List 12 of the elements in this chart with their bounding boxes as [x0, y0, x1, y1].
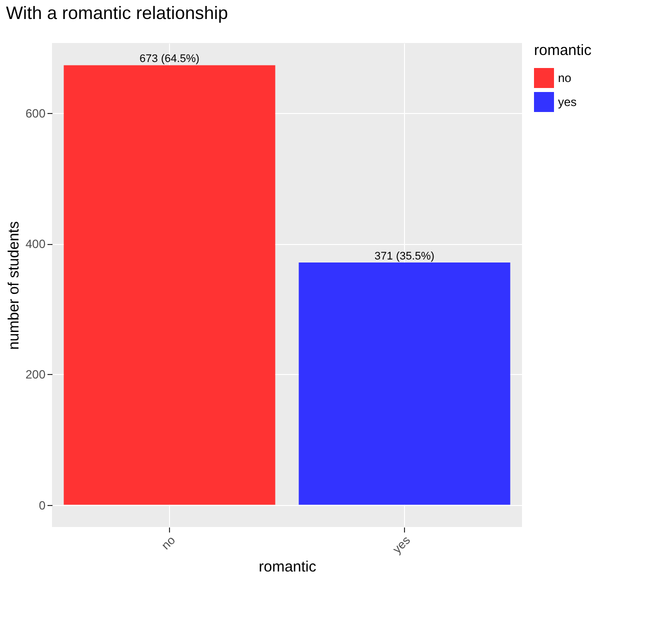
y-tick-label: 600	[25, 106, 46, 120]
y-axis-title: number of students	[5, 221, 22, 350]
legend-label: yes	[558, 95, 577, 109]
chart-title: With a romantic relationship	[6, 3, 228, 23]
data-label: 371 (35.5%)	[374, 250, 434, 262]
y-tick-label: 0	[38, 498, 46, 512]
y-tick-label: 400	[25, 237, 46, 252]
data-label: 673 (64.5%)	[140, 53, 200, 66]
x-axis-title: romantic	[258, 558, 317, 576]
legend-title: romantic	[534, 42, 592, 59]
y-tick-label: 200	[25, 368, 46, 382]
legend-label: no	[558, 71, 572, 85]
